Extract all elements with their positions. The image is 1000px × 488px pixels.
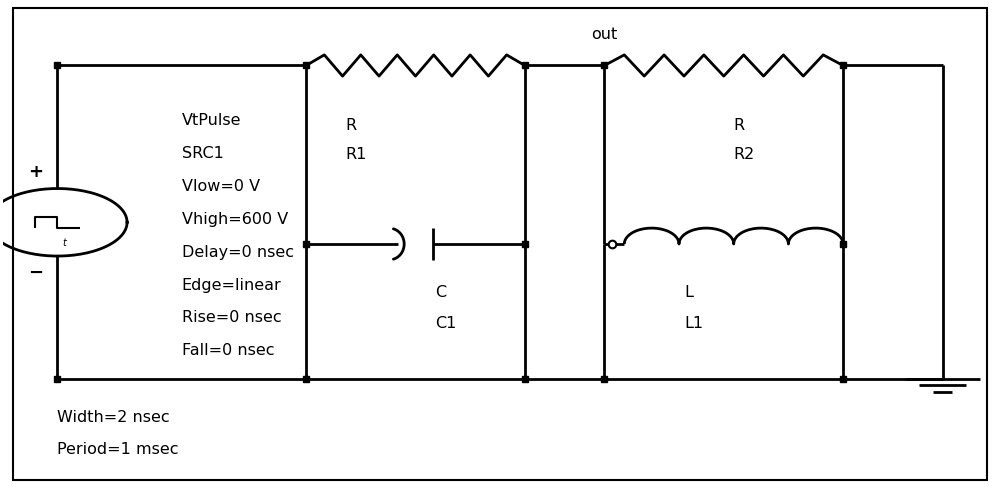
Text: Edge=linear: Edge=linear [182,278,282,292]
Text: L1: L1 [684,316,703,331]
Text: C1: C1 [435,316,457,331]
Text: t: t [62,238,66,248]
Text: SRC1: SRC1 [182,146,224,161]
Text: Fall=0 nsec: Fall=0 nsec [182,343,274,358]
Text: Width=2 nsec: Width=2 nsec [57,410,170,425]
Text: Period=1 msec: Period=1 msec [57,442,179,457]
Text: C: C [435,285,446,300]
Text: Vhigh=600 V: Vhigh=600 V [182,212,288,227]
Text: Vlow=0 V: Vlow=0 V [182,179,260,194]
Text: L: L [684,285,693,300]
Text: −: − [28,264,43,282]
Text: R: R [346,118,357,133]
Text: out: out [591,27,618,41]
Text: R: R [734,118,745,133]
Text: +: + [28,163,43,181]
Text: Rise=0 nsec: Rise=0 nsec [182,310,281,325]
Text: R2: R2 [734,147,755,162]
Text: Delay=0 nsec: Delay=0 nsec [182,244,294,260]
Text: R1: R1 [346,147,367,162]
Text: VtPulse: VtPulse [182,114,241,128]
